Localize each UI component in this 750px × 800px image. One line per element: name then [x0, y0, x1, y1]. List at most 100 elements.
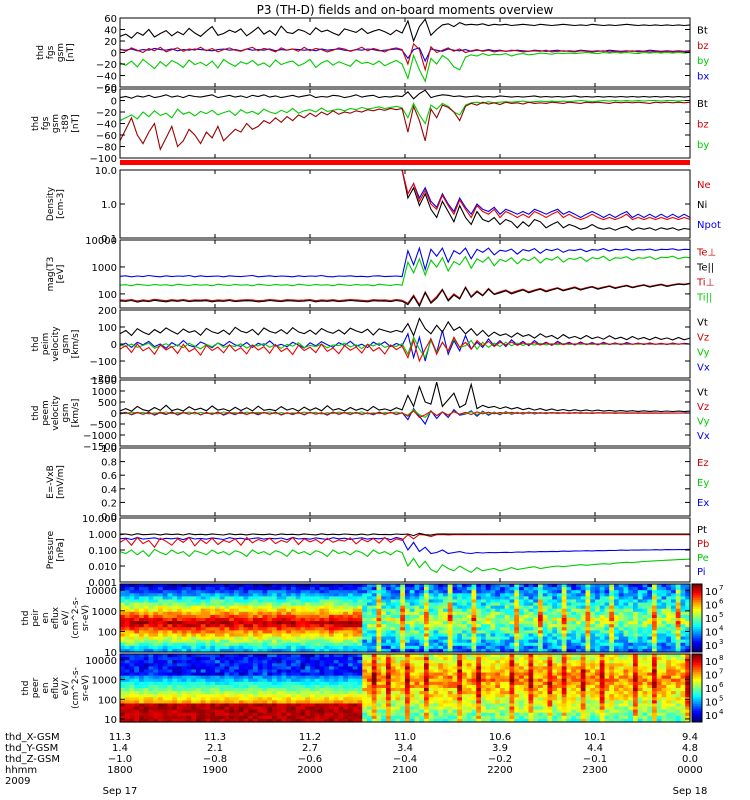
heatmap-cell	[599, 645, 606, 650]
heatmap-cell	[414, 608, 420, 613]
heatmap-cell	[148, 703, 154, 708]
heatmap-cell	[656, 624, 663, 628]
series-Npot	[120, 170, 690, 219]
heatmap-cell	[281, 681, 287, 686]
heatmap-cell	[376, 596, 382, 601]
heatmap-cell	[181, 660, 188, 664]
heatmap-cell	[514, 675, 520, 680]
heatmap-cell	[281, 672, 287, 677]
heatmap-cell	[291, 663, 297, 667]
heatmap-cell	[381, 712, 387, 717]
heatmap-cell	[519, 675, 525, 680]
heatmap-cell	[633, 624, 639, 628]
heatmap-cell	[466, 684, 473, 689]
heatmap-cell	[148, 611, 154, 616]
heatmap-cell	[267, 645, 273, 650]
heatmap-cell	[200, 691, 207, 695]
heatmap-cell	[561, 648, 568, 653]
heatmap-cell	[210, 648, 216, 653]
heatmap-cell	[656, 593, 663, 597]
heatmap-cell	[329, 703, 335, 708]
heatmap-cell	[177, 645, 183, 650]
heatmap-cell	[490, 678, 496, 683]
heatmap-cell	[257, 663, 264, 667]
heatmap-cell	[528, 684, 534, 689]
heatmap-cell	[238, 605, 245, 610]
heatmap-cell	[248, 672, 254, 677]
heatmap-cell	[552, 587, 558, 591]
heatmap-cell	[466, 596, 473, 601]
heatmap-cell	[580, 596, 587, 601]
heatmap-cell	[134, 645, 140, 650]
heatmap-cell	[205, 718, 211, 723]
heatmap-cell	[557, 584, 563, 588]
heatmap-cell	[452, 627, 458, 631]
heatmap-cell	[134, 642, 140, 647]
heatmap-cell	[357, 660, 363, 664]
heatmap-cell	[281, 648, 287, 653]
heatmap-cell	[129, 688, 135, 692]
heatmap-cell	[471, 627, 477, 631]
heatmap-cell	[490, 706, 496, 711]
series-Bt	[120, 89, 690, 100]
heatmap-cell	[390, 688, 397, 692]
heatmap-cell	[590, 645, 596, 650]
heatmap-cell	[680, 624, 686, 628]
heatmap-cell	[428, 669, 435, 674]
heatmap-cell	[409, 675, 416, 680]
legend-Ey: Ey	[697, 478, 709, 489]
heatmap-cell	[248, 627, 254, 631]
heatmap-cell	[585, 584, 591, 588]
heatmap-cell	[305, 712, 311, 717]
heatmap-cell	[485, 593, 492, 597]
heatmap-cell	[509, 684, 515, 689]
heatmap-cell	[390, 624, 397, 628]
heatmap-cell	[647, 608, 653, 613]
heatmap-cell	[314, 605, 321, 610]
heatmap-cell	[319, 614, 325, 619]
heatmap-cell	[253, 678, 259, 683]
heatmap-cell	[210, 669, 216, 674]
heatmap-cell	[490, 611, 496, 616]
heatmap-cell	[485, 621, 492, 625]
heatmap-cell	[547, 599, 553, 604]
heatmap-cell	[409, 684, 416, 689]
heatmap-cell	[234, 636, 240, 641]
heatmap-cell	[120, 706, 126, 711]
heatmap-cell	[229, 700, 235, 705]
heatmap-cell	[352, 657, 359, 661]
colorbar-label: 10	[705, 628, 718, 639]
heatmap-cell	[471, 672, 477, 677]
heatmap-cell	[253, 684, 259, 689]
heatmap-cell	[253, 666, 259, 671]
heatmap-cell	[571, 590, 577, 594]
heatmap-cell	[519, 605, 525, 610]
heatmap-cell	[319, 718, 325, 723]
heatmap-cell	[414, 666, 420, 671]
heatmap-cell	[533, 608, 539, 613]
heatmap-cell	[466, 636, 473, 641]
heatmap-cell	[390, 700, 397, 705]
heatmap-cell	[457, 678, 463, 683]
heatmap-cell	[585, 636, 591, 641]
heatmap-cell	[357, 618, 363, 622]
heatmap-cell	[576, 627, 582, 631]
heatmap-cell	[604, 627, 610, 631]
heatmap-cell	[405, 691, 411, 695]
heatmap-cell	[481, 675, 487, 680]
heatmap-cell	[158, 718, 164, 723]
heatmap-cell	[424, 618, 430, 622]
heatmap-cell	[561, 608, 568, 613]
heatmap-cell	[614, 648, 620, 653]
heatmap-cell	[319, 590, 325, 594]
heatmap-cell	[433, 715, 439, 720]
heatmap-cell	[310, 608, 316, 613]
heatmap-cell	[400, 630, 406, 635]
colorbar-cell	[692, 611, 702, 614]
heatmap-cell	[466, 666, 473, 671]
heatmap-cell	[139, 621, 145, 625]
heatmap-cell	[504, 709, 511, 714]
heatmap-cell	[229, 593, 235, 597]
heatmap-cell	[229, 611, 235, 616]
heatmap-cell	[272, 605, 278, 610]
